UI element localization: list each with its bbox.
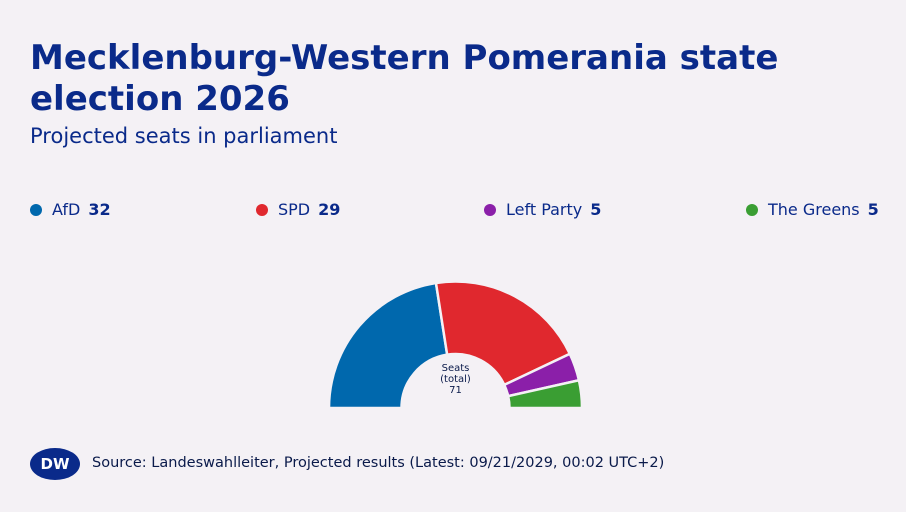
legend-item: SPD 29 (256, 198, 340, 222)
seat-segment (327, 281, 449, 410)
legend-value: 5 (867, 200, 879, 219)
center-label: Seats (442, 363, 470, 374)
center-total: 71 (449, 385, 462, 396)
legend-swatch (30, 204, 42, 216)
legend-item: Left Party 5 (484, 198, 601, 222)
legend: AfD 32 SPD 29 Left Party 5 The Greens 5 (0, 198, 906, 222)
legend-value: 32 (88, 200, 111, 219)
legend-label: SPD (278, 200, 311, 219)
chart-title: Mecklenburg-Western Pomerania state elec… (30, 38, 779, 119)
legend-value: 5 (590, 200, 602, 219)
legend-swatch (256, 204, 268, 216)
legend-label: The Greens (768, 200, 860, 219)
seat-segment (434, 280, 572, 387)
legend-item: AfD 32 (30, 198, 111, 222)
legend-swatch (746, 204, 758, 216)
logo-badge (30, 448, 80, 480)
seat-segment (506, 378, 584, 410)
legend-swatch (484, 204, 496, 216)
legend-label: Left Party (506, 200, 583, 219)
legend-item: The Greens 5 (746, 198, 879, 222)
logo: DW (41, 455, 70, 473)
chart-subtitle: Projected seats in parliament (30, 124, 338, 148)
legend-label: AfD (52, 200, 81, 219)
source: Source: Landeswahlleiter, Projected resu… (92, 455, 665, 471)
legend-value: 29 (318, 200, 341, 219)
center-label: (total) (440, 374, 471, 385)
